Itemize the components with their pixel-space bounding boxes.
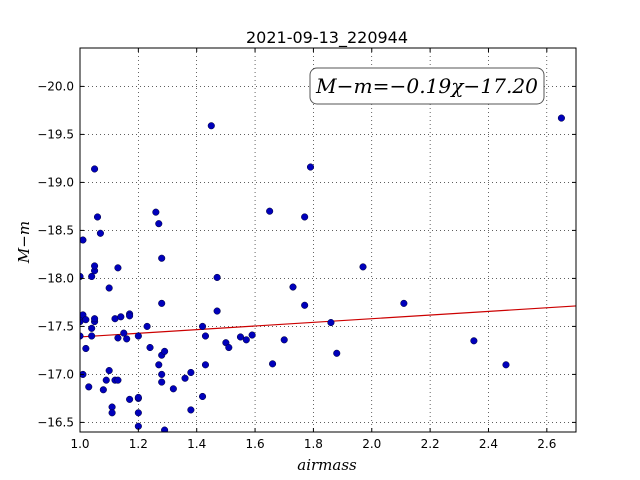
data-point <box>102 376 110 384</box>
y-tick-label: −19.0 <box>37 175 74 189</box>
data-point <box>158 378 166 386</box>
data-point <box>91 165 99 173</box>
data-point <box>82 316 90 324</box>
data-point <box>207 122 215 130</box>
data-point <box>134 393 142 401</box>
data-point <box>108 409 116 417</box>
x-tick-label: 2.4 <box>479 437 498 451</box>
y-tick-label: −18.5 <box>37 223 74 237</box>
data-point <box>213 307 221 315</box>
data-point <box>280 336 288 344</box>
annotation-text: M−m=−0.19χ−17.20 <box>315 74 538 98</box>
data-point <box>99 386 107 394</box>
data-point <box>96 229 104 237</box>
data-point <box>266 207 274 215</box>
data-point <box>198 392 207 401</box>
y-tick-label: −16.5 <box>37 415 74 429</box>
data-point <box>80 332 84 340</box>
data-point <box>105 284 113 292</box>
y-tick-label: −17.0 <box>37 367 74 381</box>
data-point <box>93 213 102 221</box>
data-point <box>161 426 169 432</box>
data-point <box>187 368 195 377</box>
data-point <box>114 264 122 272</box>
x-tick-label: 2.0 <box>362 437 381 451</box>
data-point <box>88 272 96 281</box>
x-axis-label: airmass <box>297 456 357 474</box>
data-point <box>88 324 96 332</box>
x-tick-label: 1.2 <box>129 437 148 451</box>
y-tick-label: −20.0 <box>37 79 74 93</box>
data-point <box>201 361 210 369</box>
data-point <box>134 332 142 340</box>
data-point <box>248 331 256 339</box>
data-point <box>155 361 163 369</box>
x-tick-label: 2.2 <box>421 437 440 451</box>
data-point <box>117 313 125 321</box>
data-point <box>158 299 166 307</box>
data-point <box>85 383 93 391</box>
data-point <box>91 315 99 323</box>
data-point <box>327 319 335 327</box>
plot-frame <box>79 47 577 433</box>
chart-title: 2021-09-13_220944 <box>246 28 408 48</box>
data-point <box>236 333 245 341</box>
data-point <box>213 273 221 281</box>
data-point <box>301 301 309 309</box>
data-point <box>289 283 297 291</box>
data-point <box>225 343 233 352</box>
data-point <box>152 208 160 216</box>
data-point <box>126 312 134 320</box>
data-point <box>333 349 341 357</box>
data-point <box>301 213 309 221</box>
data-point <box>120 329 128 337</box>
data-point <box>88 332 96 340</box>
data-point <box>82 344 90 353</box>
annotation-box <box>309 67 545 105</box>
data-point <box>143 322 151 330</box>
data-point <box>400 299 408 307</box>
data-point <box>158 254 166 262</box>
axes: 1.0 1.2 1.4 1.6 1.8 2.0 2.2 2.4 2.6 −16.5 −17.0 −17… <box>37 47 577 451</box>
data-point <box>187 406 195 414</box>
data-point <box>105 367 113 375</box>
data-point <box>359 263 367 271</box>
data-point <box>269 360 277 368</box>
data-point <box>114 376 122 384</box>
y-tick-label: −19.5 <box>37 127 74 141</box>
equation-annotation: M−m=−0.19χ−17.20 <box>309 67 545 105</box>
data-point <box>242 336 250 344</box>
data-point <box>80 236 87 244</box>
data-point <box>306 163 315 171</box>
y-axis-label: M−m <box>15 221 33 264</box>
x-tick-label: 1.6 <box>246 437 265 451</box>
data-point <box>181 374 189 382</box>
data-point <box>126 395 134 403</box>
data-point <box>201 332 210 340</box>
data-point <box>91 262 99 270</box>
data-point <box>146 343 154 352</box>
x-tick-label: 1.0 <box>70 437 89 451</box>
data-point <box>158 370 166 378</box>
data-point <box>134 409 142 417</box>
data-point <box>470 337 478 345</box>
data-point <box>502 361 510 369</box>
data-point <box>169 385 177 393</box>
data-point <box>123 335 131 343</box>
y-tick-label: −17.5 <box>37 319 74 333</box>
x-tick-label: 1.8 <box>304 437 323 451</box>
data-point <box>161 347 169 355</box>
grid <box>79 48 576 432</box>
x-tick-label: 2.6 <box>537 437 556 451</box>
data-point <box>198 322 207 330</box>
data-point <box>155 220 163 228</box>
data-point <box>557 114 565 122</box>
x-tick-label: 1.4 <box>187 437 206 451</box>
y-tick-label: −18.0 <box>37 271 74 285</box>
data-point <box>114 334 122 342</box>
